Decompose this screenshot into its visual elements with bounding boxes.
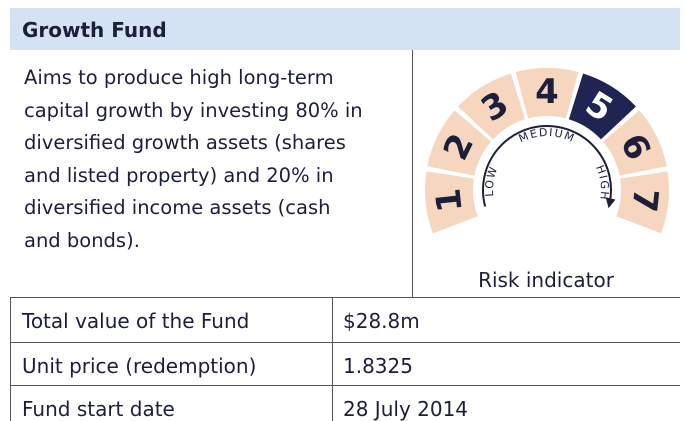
table-label: Unit price (redemption): [22, 354, 257, 378]
divider: [10, 297, 680, 298]
description-line: diversified growth assets (shares: [24, 131, 346, 154]
description-line: and listed property) and 20% in: [24, 163, 334, 187]
divider: [10, 297, 11, 421]
risk-segment: [603, 110, 667, 176]
description-line: and bonds).: [24, 228, 140, 252]
divider: [332, 297, 333, 421]
risk-scale-text: MEDIUM: [517, 126, 576, 145]
risk-arrow: [482, 125, 616, 209]
risk-caption: Risk indicator: [478, 268, 614, 292]
risk-segment: [515, 68, 579, 119]
description-line: Aims to produce high long-term: [24, 66, 334, 89]
description-line: capital growth by investing 80% in: [24, 98, 363, 122]
risk-segment: [427, 110, 491, 176]
divider: [10, 385, 680, 386]
risk-segment: [425, 171, 478, 234]
table-value: 28 July 2014: [343, 397, 469, 421]
risk-segment: [568, 73, 636, 140]
table-label: Fund start date: [22, 397, 175, 421]
divider: [412, 50, 413, 297]
risk-segment: [458, 73, 526, 140]
risk-level: 7: [623, 186, 665, 214]
table-value: $28.8m: [343, 309, 420, 333]
divider: [10, 342, 680, 343]
risk-segment: [616, 171, 669, 234]
risk-level: 4: [535, 72, 559, 112]
table-label: Total value of the Fund: [22, 309, 250, 333]
risk-scale-label: MEDIUM: [517, 126, 577, 145]
label-path: [493, 136, 601, 208]
description-line: diversified income assets (cash: [24, 196, 331, 219]
table-value: 1.8325: [343, 354, 413, 378]
fund-title: Growth Fund: [22, 18, 167, 42]
description: Aims to produce high long-term capital gr…: [24, 62, 363, 257]
risk-level: 1: [428, 186, 470, 214]
header-band: [10, 8, 680, 50]
